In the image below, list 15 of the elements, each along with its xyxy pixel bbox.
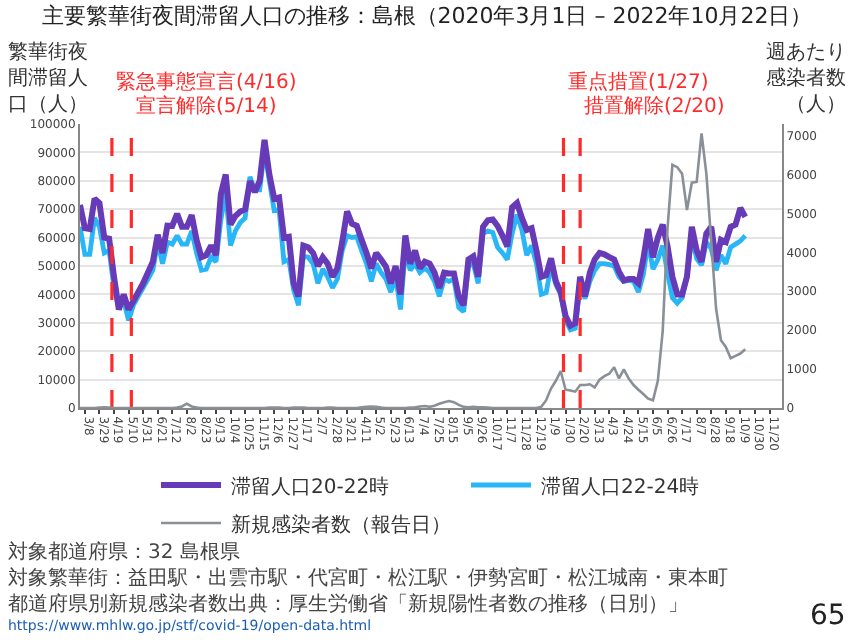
ref-line-label: 緊急事態宣言(4/16) — [116, 70, 297, 94]
y2-axis-title: 週あたり感染者数（人） — [766, 42, 846, 116]
text: 65 — [810, 600, 846, 632]
legend-label: 新規感染者数（報告日） — [231, 512, 451, 537]
legend-label: 滞留人口20-22時 — [231, 474, 390, 499]
text: 対象都道府県：32 島根県 — [8, 540, 240, 564]
text: 都道府県別新規感染者数出典：厚生労働省「新規陽性者数の推移（日別）」 — [8, 592, 688, 616]
chart-title: 主要繁華街夜間滞留人口の推移：島根（2020年3月1日 – 2022年10月22日） — [41, 3, 813, 30]
line-series — [80, 132, 747, 408]
legend-label: 滞留人口22-24時 — [541, 474, 700, 499]
ref-line-label: 宣言解除(5/14) — [136, 94, 277, 118]
y-axis-title: 繁華街夜間滞留人口（人） — [8, 40, 88, 116]
text: 対象繁華街：益田駅・出雲市駅・代宮町・松江駅・伊勢宮町・松江城南・東本町 — [8, 566, 728, 590]
ref-line-label: 措置解除(2/20) — [584, 94, 725, 118]
ref-line-label: 重点措置(1/27) — [568, 70, 709, 94]
